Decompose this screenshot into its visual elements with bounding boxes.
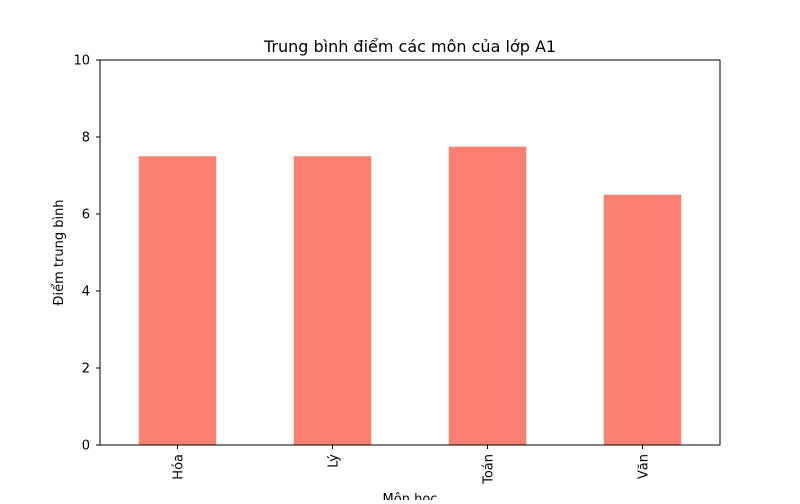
y-tick-label-2: 4	[82, 285, 90, 300]
y-axis-ticks: 0 2 4 6 8 10	[73, 54, 100, 454]
bar-0	[138, 156, 217, 445]
x-axis-ticks: Hóa Lý Toán Văn	[172, 445, 652, 485]
bars-layer	[138, 146, 682, 445]
chart-title: Trung bình điểm các môn của lớp A1	[263, 37, 556, 56]
y-tick-label-5: 10	[73, 54, 90, 69]
x-tick-label-1: Lý	[327, 454, 342, 468]
x-tick-label-3: Văn	[637, 454, 652, 479]
y-tick-label-1: 2	[82, 362, 90, 377]
y-axis-label: Điểm trung bình	[52, 199, 67, 305]
y-tick-label-0: 0	[82, 439, 90, 454]
bar-1	[293, 156, 372, 445]
x-tick-label-0: Hóa	[172, 454, 187, 480]
y-tick-label-4: 8	[82, 131, 90, 146]
bar-3	[603, 194, 682, 445]
x-tick-label-2: Toán	[482, 454, 497, 485]
y-tick-label-3: 6	[82, 208, 90, 223]
x-axis-label: Môn học	[383, 492, 438, 500]
bar-2	[448, 146, 527, 445]
plot-frame	[99, 59, 721, 446]
